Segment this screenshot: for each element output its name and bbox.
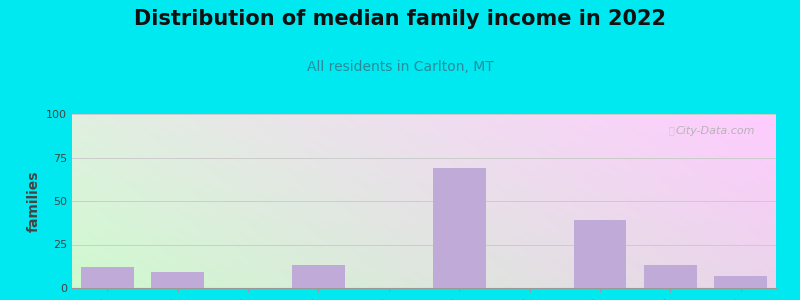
Y-axis label: families: families: [26, 170, 41, 232]
Text: All residents in Carlton, MT: All residents in Carlton, MT: [306, 60, 494, 74]
Bar: [81, 267, 134, 288]
Text: Distribution of median family income in 2022: Distribution of median family income in …: [134, 9, 666, 29]
Bar: [433, 168, 486, 288]
Bar: [292, 266, 345, 288]
Text: 🔍: 🔍: [668, 125, 674, 135]
Bar: [574, 220, 626, 288]
Bar: [644, 266, 697, 288]
Bar: [714, 276, 767, 288]
Bar: [151, 272, 204, 288]
Text: City-Data.com: City-Data.com: [675, 126, 755, 136]
